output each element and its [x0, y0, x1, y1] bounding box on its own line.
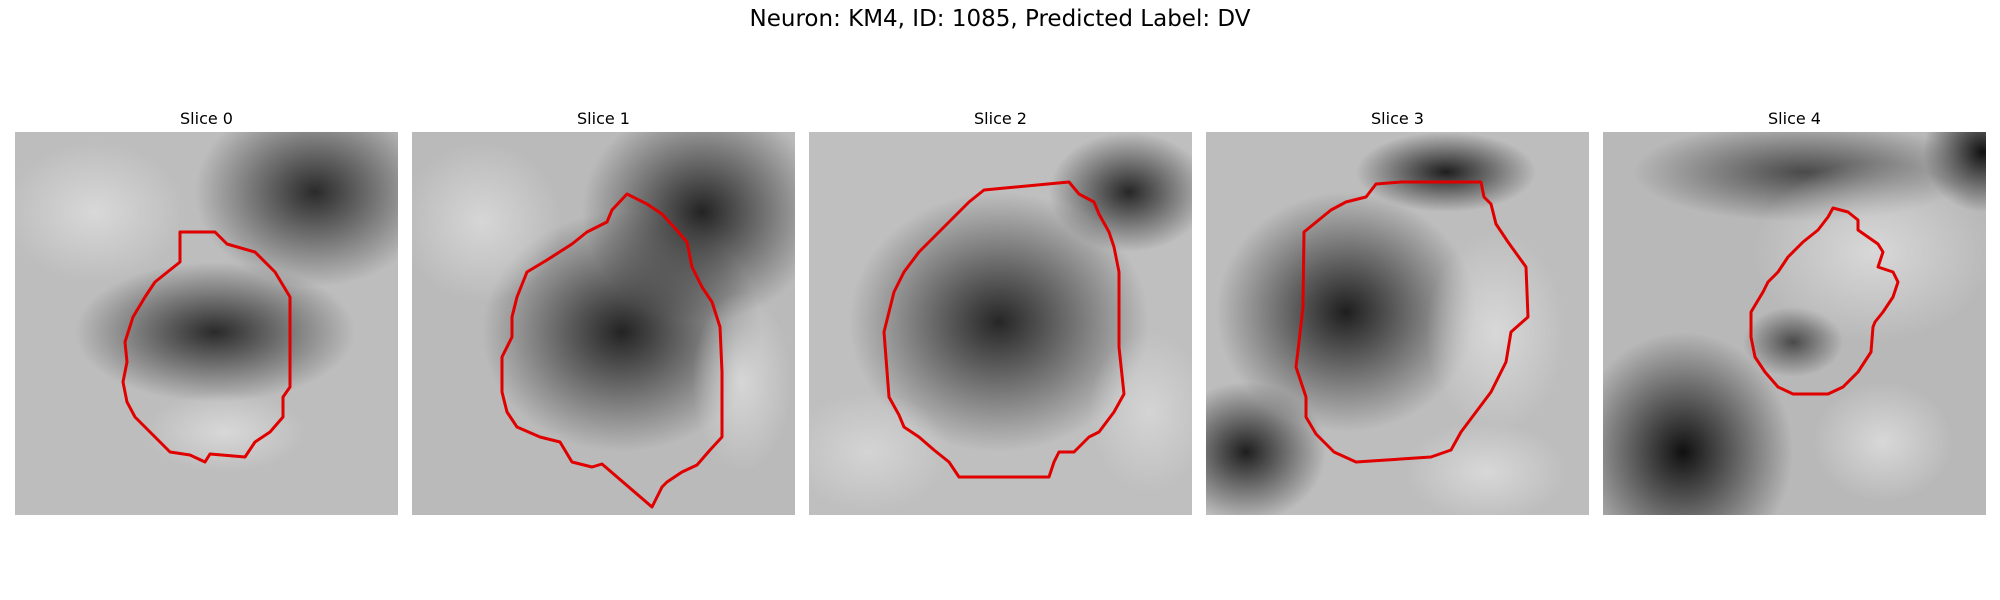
- slice-panel-1: Slice 1: [412, 108, 795, 515]
- slice-image: [15, 132, 398, 515]
- slice-panel-0: Slice 0: [15, 108, 398, 515]
- slice-image: [809, 132, 1192, 515]
- slice-panel-4: Slice 4: [1603, 108, 1986, 515]
- slice-title: Slice 4: [1768, 109, 1821, 128]
- slice-title: Slice 2: [974, 109, 1027, 128]
- slice-image: [412, 132, 795, 515]
- slice-title: Slice 3: [1371, 109, 1424, 128]
- slice-image: [1206, 132, 1589, 515]
- slice-panel-2: Slice 2: [809, 108, 1192, 515]
- slice-title: Slice 1: [577, 109, 630, 128]
- slice-title: Slice 0: [180, 109, 233, 128]
- slice-image: [1603, 132, 1986, 515]
- slice-panel-3: Slice 3: [1206, 108, 1589, 515]
- figure-title: Neuron: KM4, ID: 1085, Predicted Label: …: [749, 6, 1251, 32]
